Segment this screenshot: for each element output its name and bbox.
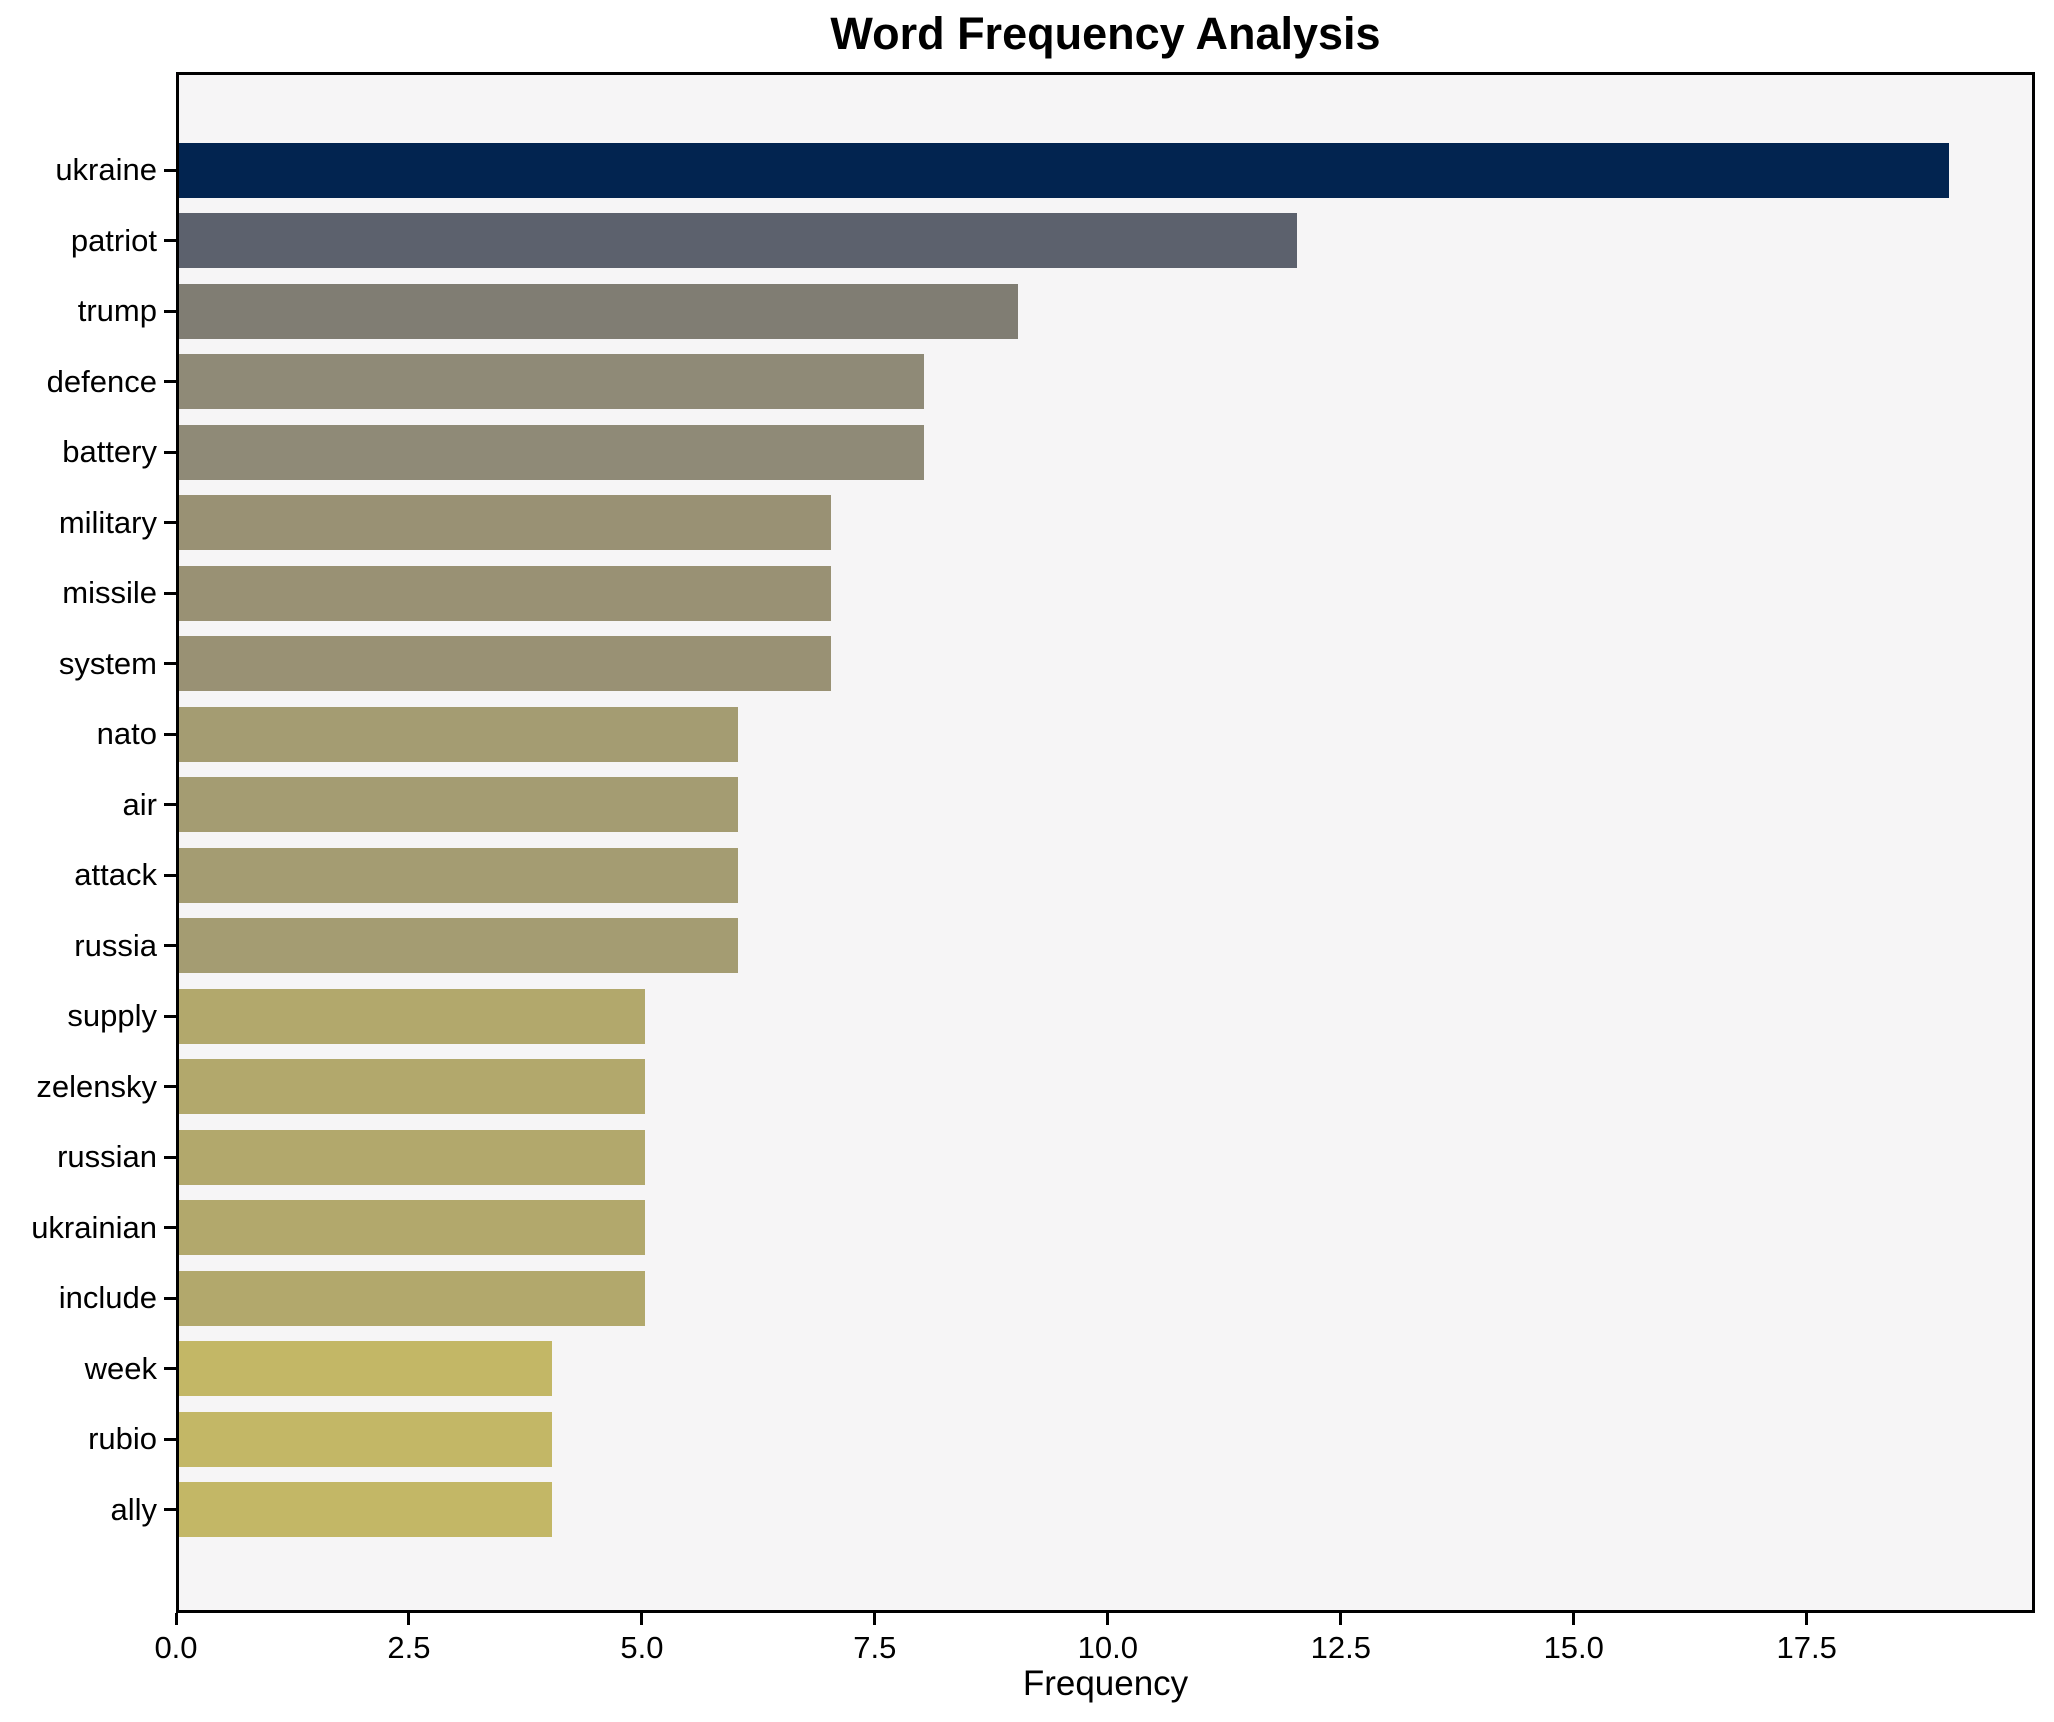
x-tick-label: 0.0 xyxy=(154,1630,198,1665)
x-tick-mark xyxy=(1339,1613,1343,1625)
y-tick-mark xyxy=(164,732,176,736)
y-tick-mark xyxy=(164,309,176,313)
y-tick-label: patriot xyxy=(70,222,157,258)
y-tick-label: supply xyxy=(67,998,157,1033)
y-tick-label: defence xyxy=(46,363,157,399)
x-tick-mark xyxy=(640,1613,644,1625)
y-tick-label: russia xyxy=(74,927,157,963)
y-tick-label: nato xyxy=(96,716,157,751)
bar xyxy=(179,1270,645,1326)
y-tick-mark xyxy=(164,380,176,383)
y-tick-mark xyxy=(164,1508,176,1511)
y-tick-mark xyxy=(164,1155,176,1159)
y-tick-mark xyxy=(164,1437,176,1441)
bar xyxy=(179,706,738,762)
bar xyxy=(179,213,1297,268)
y-tick-mark xyxy=(164,168,176,172)
bar xyxy=(179,495,831,550)
bar xyxy=(179,777,738,832)
y-tick-mark xyxy=(164,1085,176,1088)
x-tick-label: 2.5 xyxy=(387,1630,431,1665)
y-tick-label: ukraine xyxy=(55,152,157,187)
x-tick-mark xyxy=(174,1613,178,1625)
x-tick-mark xyxy=(407,1613,411,1625)
bar xyxy=(179,636,831,691)
y-tick-label: include xyxy=(58,1280,157,1315)
y-tick-label: russian xyxy=(57,1139,157,1174)
y-tick-label: attack xyxy=(74,857,157,892)
y-tick-label: ally xyxy=(110,1491,157,1527)
x-tick-label: 12.5 xyxy=(1310,1630,1371,1665)
x-tick-label: 17.5 xyxy=(1776,1630,1837,1665)
bar xyxy=(179,1482,552,1537)
plot-area xyxy=(176,72,2035,1613)
y-tick-mark xyxy=(164,1226,176,1229)
bar xyxy=(179,1129,645,1185)
x-tick-mark xyxy=(873,1613,877,1625)
bar xyxy=(179,424,924,480)
y-tick-label: battery xyxy=(62,434,157,469)
y-tick-label: ukrainian xyxy=(31,1209,157,1245)
bar xyxy=(179,988,645,1044)
y-tick-label: missile xyxy=(62,575,157,610)
y-tick-label: air xyxy=(122,786,157,822)
bar xyxy=(179,918,738,973)
y-tick-mark xyxy=(164,1296,176,1300)
x-tick-label: 15.0 xyxy=(1543,1630,1604,1665)
y-tick-mark xyxy=(164,944,176,947)
y-tick-mark xyxy=(164,591,176,595)
y-tick-mark xyxy=(164,873,176,877)
x-tick-mark xyxy=(1106,1613,1110,1625)
y-tick-label: week xyxy=(84,1350,157,1386)
x-tick-label: 5.0 xyxy=(620,1630,664,1665)
bar xyxy=(179,1059,645,1114)
bar xyxy=(179,565,831,621)
y-tick-mark xyxy=(164,803,176,806)
bar xyxy=(179,1411,552,1467)
bar xyxy=(179,354,924,409)
y-tick-mark xyxy=(164,521,176,524)
y-tick-label: system xyxy=(58,645,157,681)
y-tick-mark xyxy=(164,662,176,665)
y-tick-label: trump xyxy=(77,293,157,328)
bar xyxy=(179,283,1018,339)
y-tick-label: zelensky xyxy=(36,1068,157,1104)
x-tick-label: 7.5 xyxy=(853,1630,897,1665)
y-tick-mark xyxy=(164,1014,176,1018)
x-tick-mark xyxy=(1572,1613,1576,1625)
y-tick-mark xyxy=(164,1367,176,1370)
y-tick-label: rubio xyxy=(88,1421,157,1456)
x-tick-mark xyxy=(1805,1613,1809,1625)
bar xyxy=(179,142,1949,198)
bar xyxy=(179,847,738,903)
x-axis-title: Frequency xyxy=(1022,1664,1189,1703)
bar xyxy=(179,1200,645,1255)
x-tick-label: 10.0 xyxy=(1077,1630,1138,1665)
y-tick-mark xyxy=(164,239,176,242)
y-tick-mark xyxy=(164,450,176,454)
y-tick-label: military xyxy=(58,504,157,540)
chart-title: Word Frequency Analysis xyxy=(830,8,1381,59)
bar xyxy=(179,1341,552,1396)
